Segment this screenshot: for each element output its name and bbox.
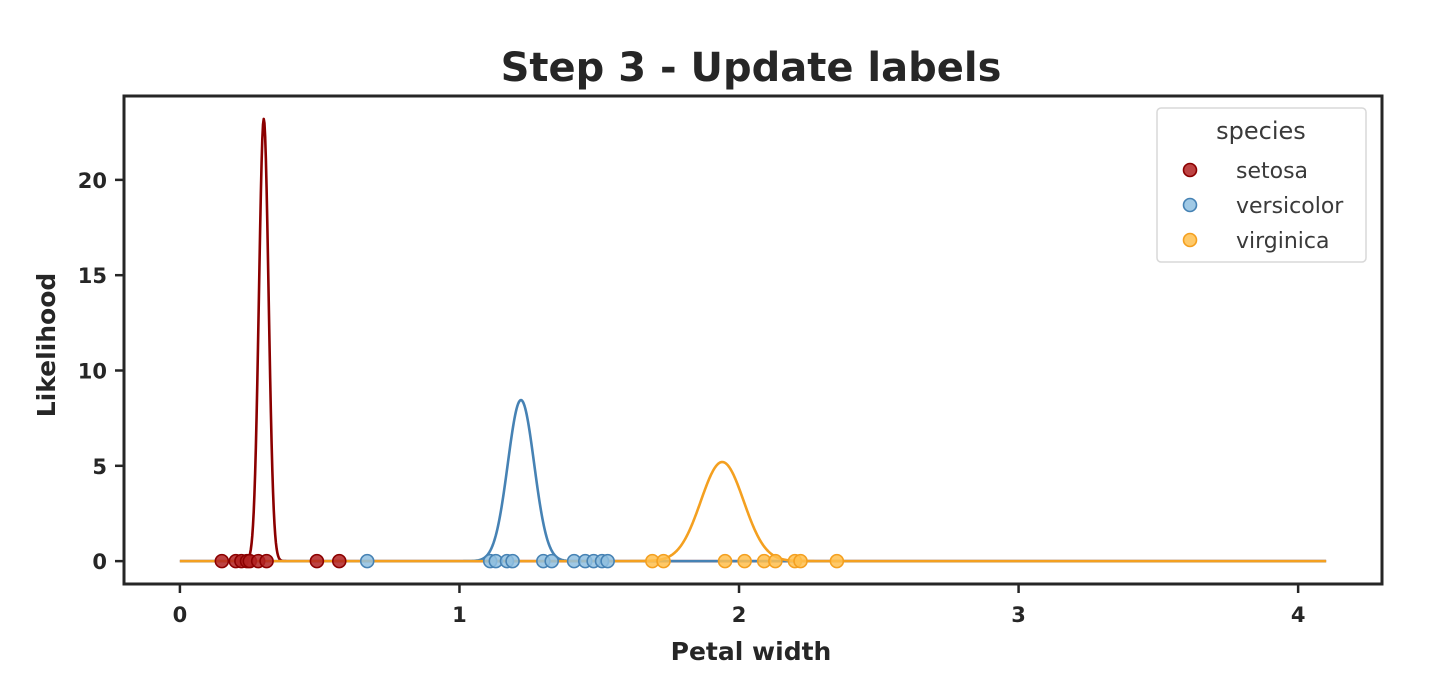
y-tick-label: 20 — [78, 169, 107, 193]
point-setosa — [259, 553, 274, 569]
legend: species setosa versicolor virginica — [1156, 107, 1367, 263]
point-virginica — [768, 553, 783, 569]
chart-title: Step 3 - Update labels — [501, 45, 1002, 91]
legend-title: species — [1216, 117, 1306, 145]
legend-label-versicolor: versicolor — [1236, 194, 1344, 219]
point-setosa — [214, 553, 230, 569]
point-setosa — [309, 553, 325, 569]
x-tick-label: 1 — [452, 603, 467, 627]
y-tick-label: 5 — [92, 455, 107, 479]
axes-frame — [122, 94, 1384, 586]
legend-marker-versicolor — [1182, 197, 1198, 213]
point-setosa — [331, 553, 347, 569]
point-versicolor — [544, 553, 560, 569]
y-tick-label: 15 — [78, 264, 107, 288]
x-tick-label: 4 — [1291, 603, 1306, 627]
y-tick-label: 10 — [78, 360, 107, 384]
point-virginica — [829, 553, 845, 569]
point-versicolor — [359, 553, 375, 569]
legend-marker-virginica — [1182, 232, 1198, 248]
point-virginica — [656, 553, 671, 569]
point-versicolor — [505, 553, 520, 569]
y-axis-label: Likelihood — [32, 273, 61, 418]
legend-marker-setosa — [1182, 162, 1198, 178]
point-virginica — [717, 553, 733, 569]
y-tick-label: 0 — [92, 550, 107, 574]
plot-area: 0 1 2 3 4 0 5 10 15 20 — [78, 94, 1384, 627]
x-tick-label: 3 — [1011, 603, 1026, 627]
x-tick-label: 0 — [173, 603, 188, 627]
legend-label-setosa: setosa — [1236, 159, 1308, 184]
point-virginica — [737, 553, 752, 569]
x-tick-label: 2 — [732, 603, 747, 627]
legend-frame — [1156, 107, 1367, 263]
point-virginica — [793, 553, 808, 569]
point-versicolor — [600, 553, 615, 569]
legend-label-virginica: virginica — [1236, 229, 1330, 254]
x-axis-label: Petal width — [671, 637, 832, 666]
